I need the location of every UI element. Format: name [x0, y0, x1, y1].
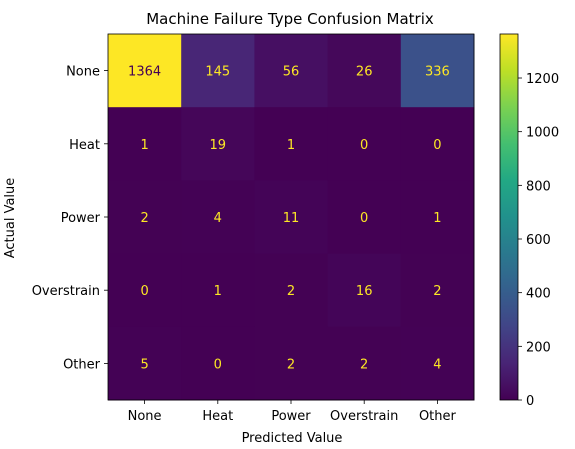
chart-title: Machine Failure Type Confusion Matrix [146, 10, 434, 28]
cell-value-label: 16 [356, 284, 373, 299]
heatmap-cell [327, 180, 402, 255]
cell-value-label: 336 [425, 65, 450, 80]
heatmap-cell [327, 253, 402, 328]
heatmap-cell [108, 107, 182, 181]
cell-value-label: 4 [214, 211, 222, 226]
colorbar-tick-label: 600 [526, 233, 551, 248]
colorbar: 0 200 400 600 800 1000 1200 [499, 33, 559, 409]
heatmap-cell [400, 180, 475, 255]
heatmap-cell [181, 34, 255, 108]
colorbar-tick-label: 800 [526, 179, 551, 194]
heatmap-cell [254, 253, 329, 328]
cell-value-label: 4 [433, 357, 441, 372]
heatmap-cell [254, 180, 329, 255]
heatmap-cell [181, 326, 255, 401]
y-tick-label: Overstrain [32, 284, 100, 299]
cell-value-label: 2 [287, 357, 295, 372]
y-tick-label: Other [63, 357, 101, 372]
cell-value-label: 5 [140, 357, 148, 372]
y-axis-title: Actual Value [3, 178, 18, 259]
cell-value-label: 1 [287, 138, 295, 153]
heatmap-cells [108, 34, 475, 401]
heatmap-cell [181, 253, 255, 328]
cell-value-label: 19 [210, 138, 227, 153]
cell-value-label: 2 [433, 284, 441, 299]
cell-value-label: 1 [433, 211, 441, 226]
cell-value-label: 1 [140, 138, 148, 153]
y-tick-label: None [66, 65, 100, 80]
colorbar-tick-label: 1000 [526, 126, 559, 141]
x-tick-label: Other [419, 409, 457, 424]
x-axis-title: Predicted Value [242, 431, 343, 446]
heatmap-cell [327, 326, 402, 401]
heatmap-cell [327, 34, 402, 108]
cell-value-label: 1 [214, 284, 222, 299]
heatmap-cell [400, 326, 475, 401]
heatmap-cell [181, 180, 255, 255]
y-tick-label: Power [61, 211, 101, 226]
heatmap-cell [108, 253, 182, 328]
heatmap-cell [400, 253, 475, 328]
heatmap-cell [181, 107, 255, 181]
cell-value-label: 145 [205, 65, 230, 80]
colorbar-tick-label: 200 [526, 340, 551, 355]
colorbar-tick-label: 400 [526, 287, 551, 302]
x-tick-label: Power [271, 409, 311, 424]
heatmap-cell [108, 326, 182, 401]
heatmap-cell [108, 34, 182, 108]
cell-value-label: 0 [433, 138, 441, 153]
cell-value-label: 2 [140, 211, 148, 226]
cell-value-label: 56 [283, 65, 300, 80]
colorbar-gradient [499, 33, 519, 401]
heatmap-cell [108, 180, 182, 255]
heatmap-cell [327, 107, 402, 181]
x-axis-ticks: None Heat Power Overstrain Other [128, 400, 457, 424]
x-tick-label: Overstrain [330, 409, 398, 424]
heatmap-cell [400, 34, 475, 108]
cell-value-label: 2 [360, 357, 368, 372]
x-tick-label: None [128, 409, 162, 424]
heatmap-cell [254, 326, 329, 401]
cell-value-label: 2 [287, 284, 295, 299]
x-tick-label: Heat [202, 409, 233, 424]
cell-value-label: 1364 [128, 65, 161, 80]
cell-value-label: 0 [360, 138, 368, 153]
heatmap-cell [400, 107, 475, 181]
heatmap-cell [254, 107, 329, 181]
colorbar-tick-label: 0 [526, 394, 534, 409]
y-axis-ticks: None Heat Power Overstrain Other [32, 65, 108, 372]
heatmap-cell [254, 34, 329, 108]
cell-value-label: 26 [356, 65, 373, 80]
cell-value-label: 0 [140, 284, 148, 299]
cell-value-label: 0 [360, 211, 368, 226]
y-tick-label: Heat [69, 138, 100, 153]
cell-value-label: 11 [283, 211, 300, 226]
heatmap-cell-labels: 1364 145 56 26 336 1 19 1 0 0 2 4 11 0 1 0 1 2 16 2 5 0 2 2 4 [128, 65, 450, 373]
colorbar-tick-label: 1200 [526, 72, 559, 87]
cell-value-label: 0 [214, 357, 222, 372]
